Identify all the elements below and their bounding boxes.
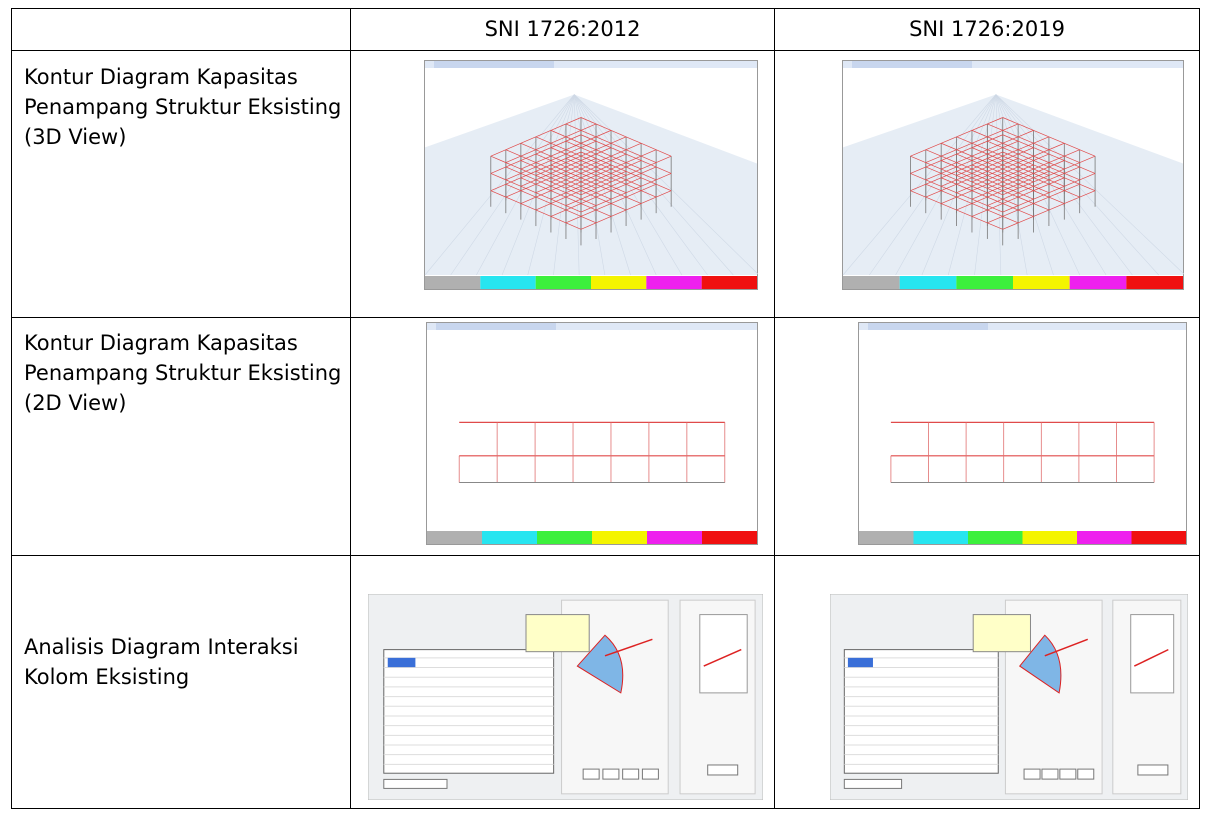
legend-swatch: [646, 276, 701, 289]
selected-row: [848, 658, 873, 667]
row-label: Kontur Diagram Kapasitas Penampang Struk…: [24, 328, 342, 418]
screenshot: [830, 594, 1188, 800]
legend-swatch: [900, 276, 957, 289]
button: [1078, 769, 1094, 779]
button: [1138, 765, 1168, 775]
legend-swatch: [591, 276, 646, 289]
legend-swatch: [592, 531, 647, 544]
legend-swatch: [914, 531, 969, 544]
title-tab: [434, 61, 554, 68]
screenshot: [858, 322, 1187, 545]
screenshot: [426, 322, 758, 545]
title-tab: [436, 323, 556, 330]
legend-swatch: [1023, 531, 1078, 544]
legend-swatch: [1132, 531, 1187, 544]
window: [859, 323, 1187, 545]
dropdown: [844, 779, 901, 788]
title-tab: [868, 323, 988, 330]
selected-row: [388, 658, 416, 667]
legend-swatch: [702, 531, 757, 544]
legend-swatch: [1126, 276, 1183, 289]
legend-swatch: [859, 531, 914, 544]
legend-swatch: [702, 276, 757, 289]
tooltip: [973, 615, 1030, 652]
curve-plot: [700, 615, 747, 693]
button: [1042, 769, 1058, 779]
page: SNI 1726:2012 SNI 1726:2019 Kontur Diagr…: [0, 0, 1208, 816]
row-label: Analisis Diagram Interaksi Kolom Eksisti…: [24, 632, 342, 692]
button: [603, 769, 619, 779]
row-label: Kontur Diagram Kapasitas Penampang Struk…: [24, 62, 342, 152]
table-cell: [11, 8, 351, 51]
legend-swatch: [536, 276, 591, 289]
legend-swatch: [1013, 276, 1070, 289]
table: SNI 1726:2012 SNI 1726:2019 Kontur Diagr…: [0, 0, 1208, 816]
legend-swatch: [480, 276, 535, 289]
legend-swatch: [968, 531, 1023, 544]
curve-plot: [1131, 615, 1174, 693]
button: [1060, 769, 1076, 779]
legend-swatch: [425, 276, 480, 289]
legend-swatch: [1077, 531, 1132, 544]
legend-swatch: [843, 276, 900, 289]
legend-swatch: [537, 531, 592, 544]
legend-swatch: [1070, 276, 1127, 289]
dropdown: [384, 779, 447, 788]
window: [427, 323, 758, 545]
legend-swatch: [956, 276, 1013, 289]
legend-swatch: [482, 531, 537, 544]
button: [1024, 769, 1040, 779]
screenshot: [424, 60, 758, 290]
tooltip: [526, 615, 589, 652]
screenshot: [368, 594, 763, 800]
button: [642, 769, 658, 779]
button: [708, 765, 738, 775]
column-header: SNI 1726:2012: [350, 17, 775, 41]
title-tab: [852, 61, 972, 68]
column-header: SNI 1726:2019: [774, 17, 1200, 41]
legend-swatch: [647, 531, 702, 544]
button: [623, 769, 639, 779]
legend-swatch: [427, 531, 482, 544]
button: [583, 769, 599, 779]
screenshot: [842, 60, 1184, 290]
